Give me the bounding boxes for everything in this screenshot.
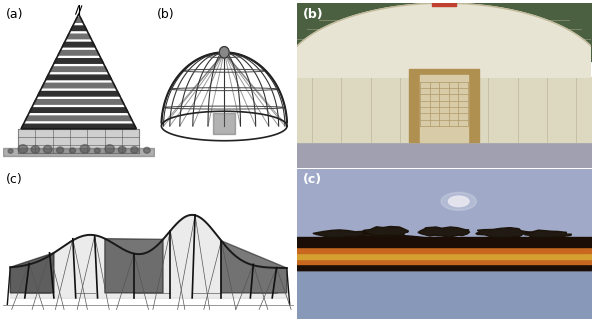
Circle shape [448,196,469,207]
Polygon shape [62,42,95,47]
Circle shape [219,47,229,58]
Polygon shape [67,34,91,39]
Text: (c): (c) [303,173,322,186]
Circle shape [20,149,26,153]
Circle shape [44,147,51,153]
Polygon shape [105,239,163,293]
Polygon shape [50,67,108,72]
Text: (b): (b) [157,8,175,21]
Polygon shape [42,83,116,88]
Circle shape [129,144,140,153]
Polygon shape [33,100,124,104]
Text: (c): (c) [6,173,23,186]
Polygon shape [46,75,112,80]
Polygon shape [418,227,470,237]
Circle shape [81,146,89,153]
Polygon shape [313,230,371,238]
Circle shape [441,192,476,210]
Polygon shape [282,3,594,77]
Polygon shape [21,124,136,129]
Polygon shape [221,241,287,293]
Circle shape [58,149,62,153]
Circle shape [94,147,100,153]
Polygon shape [525,230,571,238]
Polygon shape [26,116,132,121]
Circle shape [143,145,151,153]
Polygon shape [362,227,409,237]
Polygon shape [476,228,533,239]
Polygon shape [29,108,128,112]
Circle shape [68,146,77,153]
Circle shape [117,144,127,153]
Polygon shape [58,50,99,55]
Polygon shape [10,253,54,293]
Circle shape [33,149,38,153]
Polygon shape [54,59,103,63]
Circle shape [105,144,115,153]
Polygon shape [75,18,83,22]
Text: (b): (b) [303,8,324,21]
Text: (a): (a) [6,8,24,21]
Polygon shape [37,91,120,96]
Polygon shape [71,26,87,30]
Circle shape [7,146,14,153]
